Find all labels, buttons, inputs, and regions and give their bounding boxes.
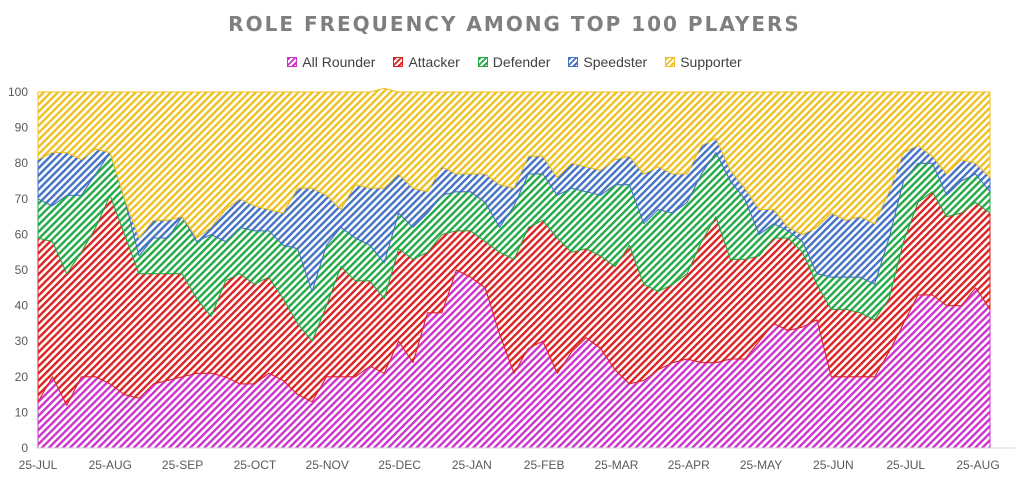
x-tick-label: 25-DEC — [378, 458, 421, 472]
x-tick-label: 25-AUG — [956, 458, 999, 472]
area-defender — [37, 152, 991, 342]
area-supporter — [37, 87, 991, 239]
x-tick-label: 25-SEP — [162, 458, 203, 472]
area-attacker — [37, 191, 991, 406]
x-tick-label: 25-NOV — [306, 458, 349, 472]
legend-item-supporter: Supporter — [665, 54, 742, 70]
legend-label: Speedster — [583, 54, 648, 70]
x-tick-label: 25-OCT — [234, 458, 277, 472]
y-tick-label: 70 — [15, 192, 29, 206]
x-tick-label: 25-JAN — [452, 458, 492, 472]
legend-item-all-rounder: All Rounder — [287, 54, 375, 70]
legend-label: All Rounder — [302, 54, 376, 70]
legend-item-attacker: Attacker — [393, 54, 460, 70]
legend-swatch — [287, 57, 298, 67]
x-tick-label: 25-APR — [668, 458, 710, 472]
x-tick-label: 25-FEB — [524, 458, 565, 472]
x-tick-label: 25-AUG — [89, 458, 132, 472]
y-tick-label: 100 — [8, 85, 28, 99]
legend-label: Defender — [492, 54, 551, 70]
y-tick-label: 40 — [15, 299, 29, 313]
x-tick-label: 25-JUL — [19, 458, 58, 472]
y-tick-label: 50 — [15, 263, 29, 277]
legend-item-defender: Defender — [477, 54, 551, 70]
legend-swatch — [665, 57, 676, 67]
legend-label: Supporter — [680, 54, 742, 70]
legend-swatch — [568, 57, 579, 67]
legend: All Rounder Attacker Defender Speedster Supp… — [0, 54, 1029, 70]
x-tick-label: 25-JUN — [813, 458, 854, 472]
chart-title: ROLE FREQUENCY AMONG TOP 100 PLAYERS — [228, 12, 801, 36]
y-tick-label: 80 — [15, 156, 29, 170]
x-tick-label: 25-JUL — [886, 458, 925, 472]
y-tick-label: 30 — [15, 334, 29, 348]
y-tick-label: 20 — [15, 370, 29, 384]
x-tick-label: 25-MAR — [594, 458, 638, 472]
y-tick-label: 60 — [15, 227, 29, 241]
legend-swatch — [477, 57, 488, 67]
x-tick-label: 25-MAY — [740, 458, 782, 472]
area-speedster — [37, 137, 991, 292]
area-all-rounder — [37, 269, 991, 449]
y-tick-label: 0 — [21, 441, 28, 455]
y-tick-label: 10 — [15, 405, 29, 419]
legend-item-speedster: Speedster — [568, 54, 647, 70]
legend-swatch — [393, 57, 404, 67]
legend-label: Attacker — [408, 54, 460, 70]
y-tick-label: 90 — [15, 121, 29, 135]
